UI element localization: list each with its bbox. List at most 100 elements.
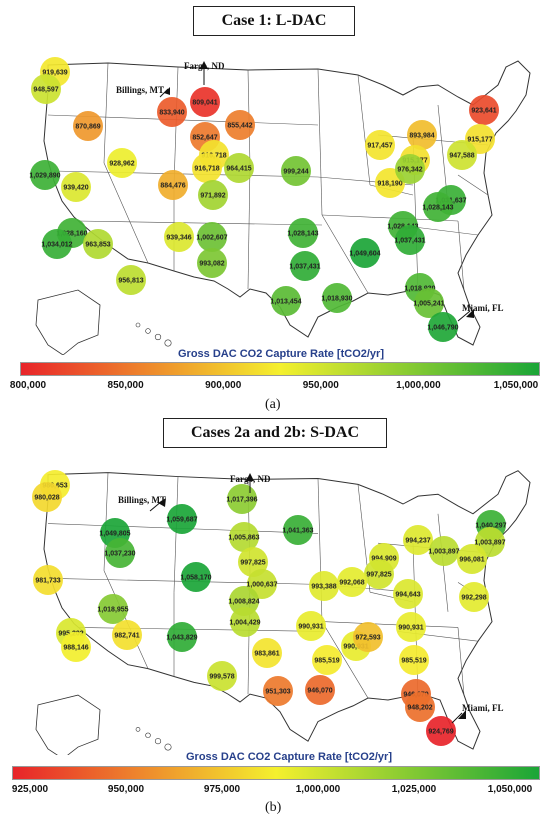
state-border xyxy=(247,164,251,290)
site-bubble xyxy=(365,130,395,160)
city-arrowhead xyxy=(246,473,254,481)
site-bubble xyxy=(167,622,197,652)
site-value-label: 1,017,396 xyxy=(226,497,257,504)
panel-a-caption: (a) xyxy=(265,397,281,412)
site-bubble xyxy=(426,716,456,746)
site-value-label: 939,346 xyxy=(166,235,191,242)
site-value-label: 1,046,790 xyxy=(427,325,458,332)
site-value-label: 1,018,930 xyxy=(321,296,352,303)
site-value-label: 893,984 xyxy=(409,133,434,140)
state-border xyxy=(103,570,149,669)
state-border xyxy=(457,220,465,291)
city-label: Miami, FL xyxy=(462,303,504,313)
site-value-label: 809,041 xyxy=(192,100,217,107)
site-bubble xyxy=(322,283,352,313)
site-value-label: 964,415 xyxy=(226,166,251,173)
hawaii-island xyxy=(145,328,151,334)
state-border xyxy=(321,214,369,294)
site-bubble xyxy=(407,120,437,150)
site-value-label: 951,303 xyxy=(265,689,290,696)
site-bubble xyxy=(423,192,453,222)
hawaii-island xyxy=(135,322,141,328)
site-bubble xyxy=(405,692,435,722)
city-arrowhead xyxy=(200,61,208,69)
site-bubble xyxy=(447,140,477,170)
state-border xyxy=(77,220,323,226)
site-bubble xyxy=(252,638,282,668)
city-label: Billings, MT xyxy=(116,85,164,95)
site-value-label: 988,146 xyxy=(63,645,88,652)
hawaii-island xyxy=(164,339,172,347)
site-bubble xyxy=(33,565,63,595)
site-value-label: 1,059,687 xyxy=(166,517,197,524)
site-bubble xyxy=(225,110,255,140)
site-value-label: 1,043,829 xyxy=(166,635,197,642)
site-value-label: 981,733 xyxy=(35,578,60,585)
city-arrow-line xyxy=(451,712,463,724)
alaska-shape xyxy=(35,694,101,755)
site-bubble xyxy=(61,172,91,202)
site-value-label: 983,861 xyxy=(254,651,279,658)
site-bubble xyxy=(271,286,301,316)
state-border xyxy=(53,170,319,178)
site-value-label: 1,018,930 xyxy=(404,286,435,293)
city-label: Billings, MT xyxy=(118,495,166,505)
site-bubble xyxy=(190,87,220,117)
site-value-label: 1,003,897 xyxy=(428,549,459,556)
state-border xyxy=(103,162,149,264)
site-bubble xyxy=(393,579,423,609)
site-bubble xyxy=(116,265,146,295)
site-bubble xyxy=(353,622,383,652)
site-value-label: 1,013,454 xyxy=(270,299,301,306)
site-value-label: 852,647 xyxy=(192,135,217,142)
panel-a-tick-label: 800,000 xyxy=(9,380,47,391)
site-value-label: 948,202 xyxy=(407,705,432,712)
site-bubble xyxy=(198,180,228,210)
city-arrowhead xyxy=(164,87,170,95)
site-bubble xyxy=(167,504,197,534)
panel-a-tick-label: 1,000,000 xyxy=(396,380,441,391)
site-bubble xyxy=(395,225,425,255)
city-label: Miami, FL xyxy=(462,703,504,713)
site-value-label: 997,825 xyxy=(240,560,265,567)
site-value-label: 994,237 xyxy=(405,538,430,545)
site-value-label: 1,000,637 xyxy=(246,582,277,589)
site-bubble xyxy=(230,607,260,637)
site-value-label: 985,519 xyxy=(314,658,339,665)
site-bubble xyxy=(457,544,487,574)
panel-a-tick-label: 950,000 xyxy=(302,380,339,391)
site-bubble xyxy=(281,156,311,186)
site-bubble xyxy=(403,525,433,555)
site-value-label: 947,588 xyxy=(449,153,474,160)
alaska-shape xyxy=(35,289,101,355)
hawaii-island xyxy=(164,743,172,751)
site-value-label: 855,442 xyxy=(227,123,252,130)
hawaii-island xyxy=(154,333,162,341)
hawaii-island xyxy=(145,732,151,738)
site-value-label: 948,597 xyxy=(33,87,58,94)
panel-a-tick-label: 850,000 xyxy=(107,380,144,391)
site-bubble xyxy=(396,612,426,642)
site-value-label: 990,931 xyxy=(298,624,323,631)
site-bubble xyxy=(164,222,194,252)
site-value-label: 928,962 xyxy=(109,161,134,168)
hawaii-island xyxy=(154,738,162,745)
panel-a-tick-label: 1,050,000 xyxy=(493,380,539,391)
hawaii-island xyxy=(135,727,141,732)
site-value-label: 1,008,824 xyxy=(228,599,259,606)
state-border xyxy=(321,621,459,628)
site-value-label: 982,741 xyxy=(114,633,139,640)
state-border xyxy=(321,621,369,699)
panel-b-tick-label: 950,000 xyxy=(107,784,145,795)
site-value-label: 1,005,863 xyxy=(228,535,259,542)
site-value-label: 916,718 xyxy=(194,166,219,173)
site-value-label: 990,931 xyxy=(343,644,368,651)
panel-a-title: Case 1: L-DAC xyxy=(193,6,355,36)
city-arrow-line xyxy=(457,310,471,322)
site-bubble xyxy=(428,312,458,342)
state-border xyxy=(173,476,179,593)
site-value-label: 1,003,897 xyxy=(474,540,505,547)
site-bubble xyxy=(459,582,489,612)
site-bubble xyxy=(42,229,72,259)
site-bubble xyxy=(414,288,444,318)
